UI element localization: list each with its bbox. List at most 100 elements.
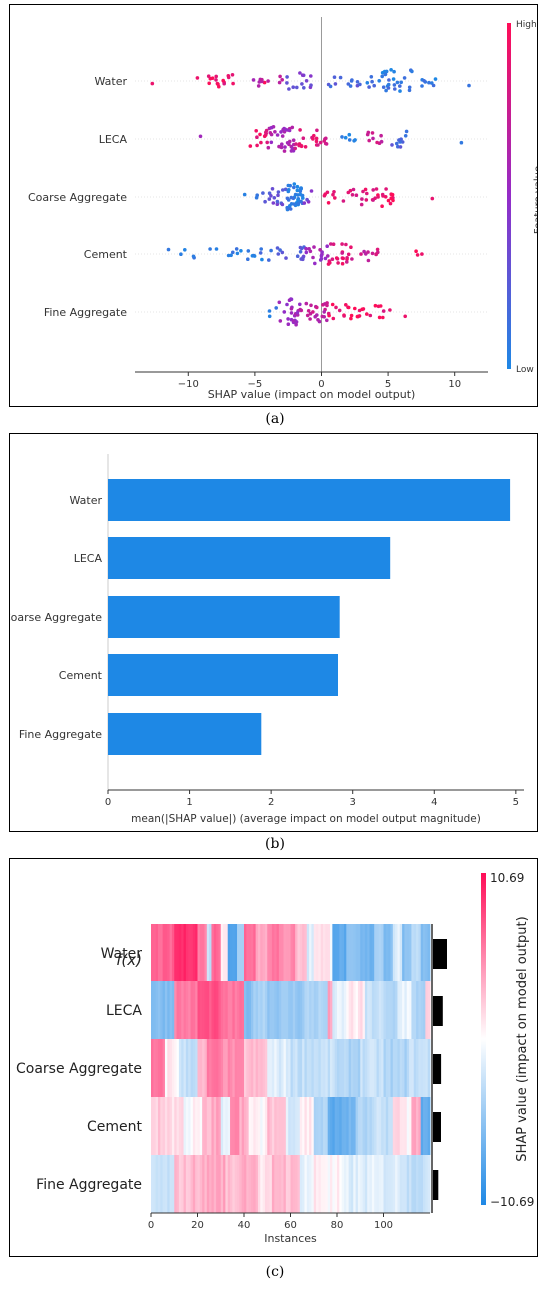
heatmap-cell (174, 1155, 177, 1213)
heatmap-cell (383, 1039, 387, 1097)
heatmap-cell (190, 1039, 194, 1097)
heatmap-cell (162, 981, 166, 1039)
heatmap-cell (311, 1097, 315, 1155)
heatmap-cell (151, 981, 154, 1039)
heatmap-cell (332, 1155, 336, 1213)
heatmap-cell (167, 981, 171, 1039)
shap-point (275, 202, 280, 206)
bar (108, 537, 391, 579)
heatmap-cell (204, 1155, 208, 1213)
heatmap-cell (288, 924, 291, 982)
heatmap-cell (323, 1155, 326, 1213)
heatmap-cell (334, 981, 338, 1039)
heatmap-cell (425, 981, 429, 1039)
heatmap-cell (246, 1097, 250, 1155)
heatmap-cell (413, 1039, 417, 1097)
heatmap-cell (178, 1039, 182, 1097)
heatmap-cell (292, 1097, 296, 1155)
heatmap-cell (376, 1155, 380, 1213)
heatmap-cell (181, 1155, 184, 1213)
heatmap-cell (304, 981, 308, 1039)
heatmap-cell (411, 924, 415, 982)
shap-point (300, 73, 305, 77)
heatmap-cell (267, 1155, 270, 1213)
heatmap-cell (176, 1097, 180, 1155)
heatmap-cell (330, 1155, 333, 1213)
heatmap-cell (367, 981, 370, 1039)
heatmap-cell (425, 1155, 429, 1213)
heatmap-cell (225, 1155, 229, 1213)
heatmap-cell (295, 924, 298, 982)
feature-label: Cement (87, 1119, 143, 1135)
heatmap-cell (397, 1039, 401, 1097)
heatmap-cell (285, 1155, 289, 1213)
heatmap-cell (323, 981, 326, 1039)
shap-point (267, 309, 272, 313)
shap-point (206, 74, 211, 78)
heatmap-cell (367, 1097, 370, 1155)
heatmap-cell (181, 924, 184, 982)
heatmap-cell (195, 1155, 198, 1213)
x-tick-label: 40 (238, 1220, 251, 1231)
heatmap-cell (371, 924, 375, 982)
heatmap-cell (276, 981, 280, 1039)
heatmap-cell (227, 1155, 231, 1213)
shap-point (309, 74, 313, 78)
heatmap-cell (334, 1039, 338, 1097)
heatmap-cell (151, 924, 154, 982)
heatmap-cell (353, 1039, 356, 1097)
heatmap-cell (404, 1039, 408, 1097)
heatmap-cell (323, 924, 326, 982)
shap-point (322, 139, 327, 143)
feature-label: Water (101, 946, 143, 962)
heatmap-cell (357, 924, 361, 982)
heatmap-cell (211, 1155, 215, 1213)
heatmap-cell (339, 924, 343, 982)
heatmap-cell (364, 1155, 368, 1213)
heatmap-cell (402, 1155, 405, 1213)
heatmap-cell (362, 981, 366, 1039)
shap-point (369, 75, 374, 79)
heatmap-cell (399, 924, 403, 982)
heatmap-cell (153, 1097, 157, 1155)
shap-point (379, 139, 384, 144)
heatmap-cell (162, 1039, 166, 1097)
shap-point (414, 249, 418, 253)
heatmap-cell (420, 1039, 424, 1097)
heatmap-cell (420, 924, 424, 982)
heatmap-cell (241, 1097, 245, 1155)
heatmap-cell (269, 981, 273, 1039)
heatmap-cell (327, 981, 331, 1039)
heatmap-cell (409, 924, 412, 982)
heatmap-cell (155, 981, 159, 1039)
shap-point (295, 311, 300, 315)
shap-point (322, 315, 327, 319)
heatmap-cell (206, 924, 210, 982)
shap-point (332, 190, 336, 194)
heatmap-cell (213, 1097, 217, 1155)
heatmap-cell (355, 924, 359, 982)
heatmap-cell (348, 1155, 352, 1213)
heatmap-cell (318, 924, 322, 982)
heatmap-cell (220, 924, 224, 982)
heatmap-cell (167, 1039, 171, 1097)
heatmap-cell (223, 1155, 226, 1213)
shap-point (341, 199, 346, 203)
shap-point (377, 79, 382, 83)
heatmap-cell (343, 1039, 347, 1097)
heatmap-cell (325, 1155, 329, 1213)
shap-point (291, 85, 296, 89)
heatmap-cell (237, 924, 240, 982)
heatmap-cell (209, 981, 212, 1039)
x-tick-label: 60 (284, 1220, 297, 1231)
shap-point (328, 260, 332, 265)
shap-point (280, 78, 285, 82)
heatmap-cell (174, 924, 177, 982)
heatmap-cell (420, 1155, 424, 1213)
heatmap-cell (318, 981, 322, 1039)
heatmap-cell (334, 1097, 338, 1155)
shap-point (272, 196, 277, 200)
heatmap-cell (260, 924, 264, 982)
heatmap-cell (202, 981, 205, 1039)
heatmap-cell (309, 981, 312, 1039)
